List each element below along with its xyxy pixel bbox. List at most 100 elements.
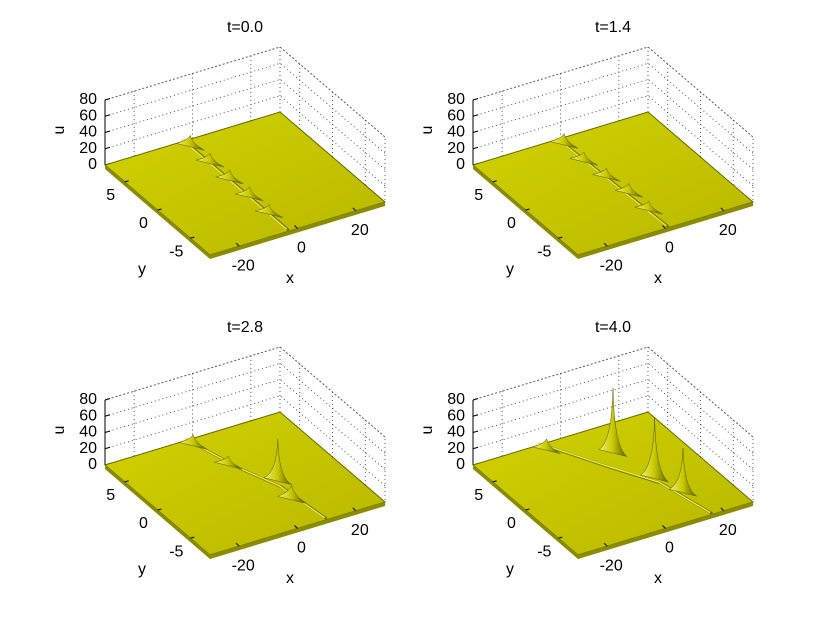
z-tick bbox=[472, 98, 479, 101]
y-tick-label: 5 bbox=[474, 187, 483, 204]
x-tick-label: -20 bbox=[232, 557, 255, 574]
z-tick bbox=[472, 398, 479, 401]
x-tick-label: 20 bbox=[351, 522, 369, 539]
y-tick-label: -5 bbox=[537, 243, 551, 260]
grid-line bbox=[472, 62, 754, 154]
z-axis-label: u bbox=[51, 426, 68, 435]
peak bbox=[598, 388, 628, 457]
peak bbox=[614, 183, 644, 198]
grid-line bbox=[472, 395, 754, 487]
x-axis-label: x bbox=[286, 570, 294, 587]
peak bbox=[549, 133, 579, 149]
x-tick-label: -20 bbox=[600, 257, 623, 274]
ridge-light bbox=[555, 137, 667, 227]
grid-line bbox=[472, 346, 754, 438]
x-tick bbox=[603, 242, 608, 247]
x-tick bbox=[720, 207, 725, 212]
surface-plane bbox=[103, 411, 387, 556]
z-tick-label: 0 bbox=[456, 156, 465, 173]
x-tick bbox=[235, 242, 240, 247]
peak bbox=[195, 152, 225, 168]
z-tick-label: 80 bbox=[79, 91, 97, 108]
peak bbox=[214, 455, 243, 470]
y-tick-label: 0 bbox=[139, 215, 148, 232]
z-tick bbox=[472, 446, 479, 450]
y-tick-label: 5 bbox=[106, 487, 115, 504]
z-tick bbox=[104, 98, 111, 101]
x-axis-label: x bbox=[654, 570, 662, 587]
peak bbox=[255, 204, 284, 218]
grid-line bbox=[472, 378, 754, 470]
y-tick bbox=[492, 480, 497, 483]
z-tick-label: 40 bbox=[447, 124, 465, 141]
z-tick bbox=[104, 446, 111, 450]
y-axis-label: y bbox=[506, 561, 514, 578]
z-tick-label: 40 bbox=[79, 424, 97, 441]
peak bbox=[214, 169, 244, 185]
grid-line bbox=[104, 346, 386, 438]
z-tick-label: 60 bbox=[447, 107, 465, 124]
y-tick bbox=[157, 208, 162, 211]
x-axis-label: x bbox=[654, 270, 662, 287]
z-tick-label: 60 bbox=[79, 407, 97, 424]
x-tick-label: 0 bbox=[297, 540, 306, 557]
z-tick-label: 0 bbox=[88, 156, 97, 173]
z-tick bbox=[104, 130, 111, 133]
grid-line bbox=[104, 46, 386, 138]
x-axis-label: x bbox=[286, 270, 294, 287]
grid-line bbox=[104, 95, 386, 187]
peak bbox=[234, 186, 264, 202]
peak bbox=[592, 167, 621, 182]
grid-line bbox=[104, 395, 386, 487]
x-tick bbox=[294, 225, 298, 229]
ridge-light bbox=[537, 442, 711, 514]
z-tick-label: 20 bbox=[447, 140, 465, 157]
z-tick bbox=[104, 146, 111, 150]
subplot-title: t=1.4 bbox=[595, 19, 631, 36]
z-tick bbox=[472, 130, 479, 133]
subplot-title: t=4.0 bbox=[595, 319, 631, 336]
y-tick-label: 0 bbox=[507, 215, 516, 232]
z-tick bbox=[104, 114, 111, 117]
z-tick-label: 20 bbox=[79, 440, 97, 457]
y-tick bbox=[525, 208, 530, 211]
surface-plane bbox=[103, 111, 387, 256]
z-tick-label: 0 bbox=[456, 456, 465, 473]
peak bbox=[634, 200, 663, 215]
z-tick-label: 60 bbox=[447, 407, 465, 424]
x-tick bbox=[603, 542, 608, 547]
z-tick-label: 80 bbox=[447, 391, 465, 408]
y-tick-label: -5 bbox=[169, 243, 183, 260]
z-tick-label: 0 bbox=[88, 456, 97, 473]
x-tick bbox=[235, 542, 240, 547]
x-tick-label: 20 bbox=[719, 222, 737, 239]
x-tick-label: -20 bbox=[232, 257, 255, 274]
y-tick-label: 0 bbox=[507, 515, 516, 532]
subplot-title: t=0.0 bbox=[227, 19, 263, 36]
z-axis-label: u bbox=[51, 126, 68, 135]
x-tick-label: 20 bbox=[351, 222, 369, 239]
y-axis-label: y bbox=[138, 261, 146, 278]
y-tick-label: 5 bbox=[474, 487, 483, 504]
x-tick-label: -20 bbox=[600, 557, 623, 574]
grid-line bbox=[472, 362, 754, 454]
z-axis-label: u bbox=[419, 126, 436, 135]
x-tick bbox=[662, 225, 666, 229]
z-tick-label: 40 bbox=[447, 424, 465, 441]
x-tick bbox=[720, 507, 725, 512]
y-axis-label: y bbox=[138, 561, 146, 578]
y-axis-label: y bbox=[506, 261, 514, 278]
x-tick-label: 0 bbox=[665, 240, 674, 257]
y-tick bbox=[558, 236, 563, 239]
x-tick bbox=[662, 525, 666, 529]
z-tick bbox=[472, 146, 479, 150]
z-tick-label: 40 bbox=[79, 124, 97, 141]
y-tick-label: 5 bbox=[106, 187, 115, 204]
y-tick-label: 0 bbox=[139, 515, 148, 532]
peak bbox=[640, 417, 669, 483]
